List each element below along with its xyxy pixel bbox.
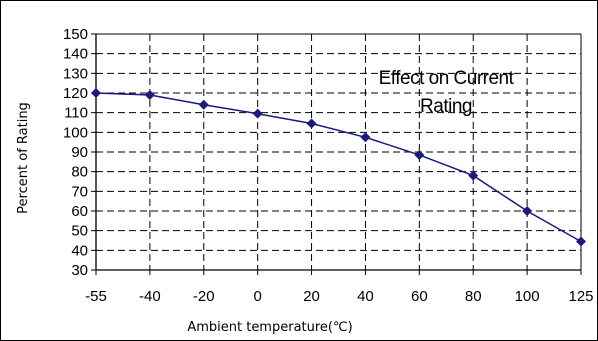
y-tick-label-50: 50: [71, 223, 88, 240]
series: [91, 88, 586, 247]
x-tick-label-0: 0: [253, 288, 261, 305]
x-tick-label--20: -20: [193, 288, 215, 305]
y-tick-label-60: 60: [71, 203, 88, 220]
series-line-0: [95, 92, 582, 243]
data-point-80: [468, 170, 479, 181]
y-tick-label-140: 140: [63, 46, 88, 63]
x-tick-label-20: 20: [303, 288, 320, 305]
x-tick-label-40: 40: [357, 288, 374, 305]
data-point-20: [306, 118, 317, 129]
annotation-line-1: Effect on Current: [379, 68, 515, 89]
data-point-0: [252, 108, 263, 119]
data-point-125: [576, 236, 586, 247]
y-tick-label-80: 80: [71, 164, 88, 181]
x-axis-title: Ambient temperature(℃): [187, 320, 352, 335]
axes: [91, 33, 582, 275]
data-point-40: [360, 132, 371, 143]
y-tick-label-100: 100: [63, 124, 88, 141]
y-tick-label-110: 110: [64, 105, 88, 122]
y-tick-label-150: 150: [63, 26, 88, 43]
data-point--20: [198, 99, 209, 110]
y-tick-label-30: 30: [71, 262, 88, 279]
x-tick-label-60: 60: [411, 288, 428, 305]
x-tick-label-125: 125: [568, 288, 593, 305]
data-point--55: [91, 88, 101, 98]
x-tick-label--55: -55: [85, 288, 107, 305]
x-tick-labels: -55 -40 -20 0 20 40 60 80 100 125: [85, 288, 593, 305]
y-tick-label-90: 90: [71, 144, 88, 161]
x-tick-label--40: -40: [139, 288, 161, 305]
y-tick-label-120: 120: [63, 85, 88, 102]
y-tick-label-40: 40: [71, 242, 88, 259]
y-axis-title: Percent of Rating: [16, 102, 31, 214]
y-tick-label-70: 70: [71, 183, 88, 200]
data-point-60: [414, 149, 425, 160]
x-tick-label-80: 80: [465, 288, 482, 305]
x-tick-label-100: 100: [515, 288, 540, 305]
y-tick-labels: 30 40 50 60 70 80 90 100 110 120 130 140 150: [63, 26, 88, 279]
data-point-100: [522, 206, 533, 216]
annotation-line-2: Rating: [420, 96, 472, 117]
grid: [96, 34, 581, 270]
y-tick-label-130: 130: [63, 65, 88, 82]
data-point--40: [144, 89, 155, 100]
